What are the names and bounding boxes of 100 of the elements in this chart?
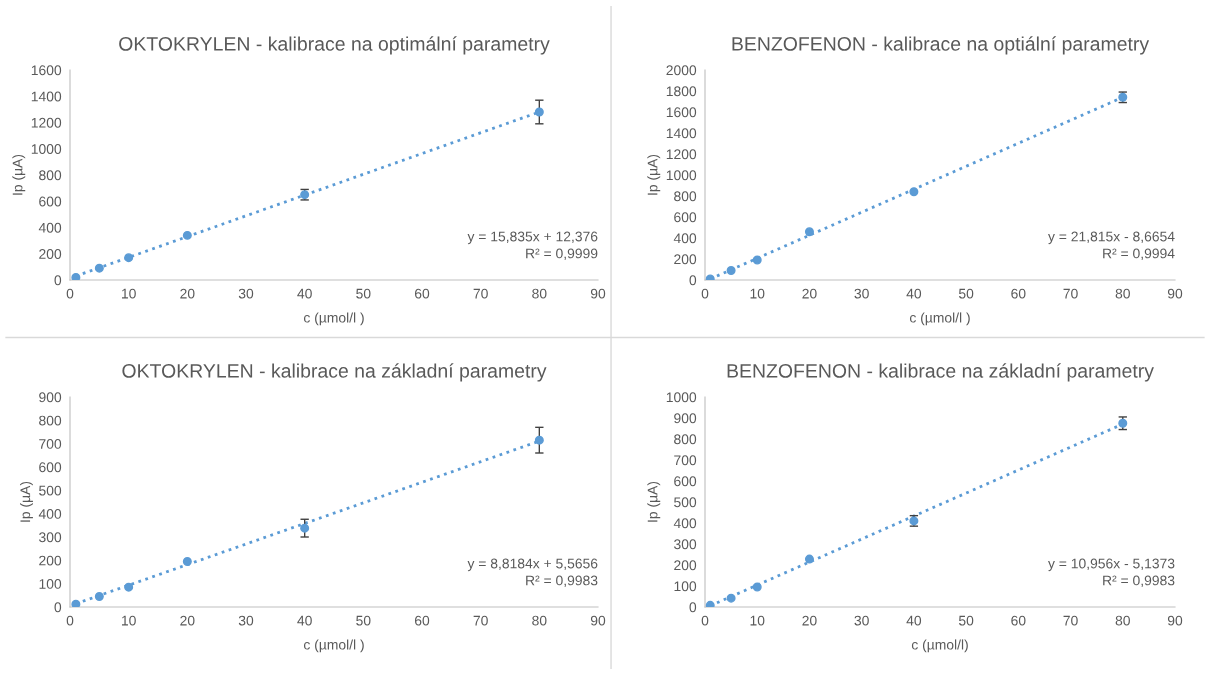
y-tick-label: 1600 [666,107,697,118]
x-tick-label: 70 [473,615,488,626]
x-tick-label: 90 [1167,288,1183,299]
annotation: R² = 0,9983 [526,575,598,587]
y-tick-label: 200 [39,555,62,566]
y-tick-label: 2000 [666,65,697,76]
y-tick-label: 600 [674,476,697,487]
point [182,557,192,566]
x-tick-label: 60 [1011,615,1026,626]
x-tick-label: 70 [1063,615,1078,626]
y-axis-title: Ip (µA) [647,154,661,195]
x-tick-label: 30 [854,288,869,299]
y-tick-label: 200 [674,560,697,571]
point [909,187,919,197]
x-tick-label: 20 [180,288,195,299]
y-tick-label: 1600 [31,65,62,76]
y-tick-label: 200 [674,254,697,265]
y-tick-label: 700 [39,439,62,449]
point [726,266,736,276]
point [752,255,762,265]
x-tick-label: 10 [750,615,765,626]
y-tick-label: 600 [39,462,62,473]
x-tick-label: 30 [238,288,254,299]
point [71,599,81,607]
x-tick-label: 80 [532,615,547,626]
y-tick-label: 1000 [666,392,697,403]
point [804,554,814,564]
x-tick-label: 10 [122,288,136,299]
y-tick-label: 1400 [666,128,697,139]
x-tick-label: 60 [414,288,430,299]
y-tick-label: 900 [674,413,697,424]
y-tick-label: 1200 [31,117,62,128]
x-tick-label: 90 [590,615,606,626]
chart-title: BENZOFENON - kalibrace na optiální parametry [732,36,1150,55]
point [94,263,104,273]
x-tick-label: 40 [906,615,922,626]
point [705,600,715,607]
x-tick-label: 0 [66,288,74,299]
y-tick-label: 1400 [31,91,62,102]
x-tick-label: 10 [750,288,765,299]
y-tick-label: 100 [674,581,697,592]
y-tick-label: 0 [689,602,697,613]
point [534,107,544,117]
x-tick-label: 0 [66,615,74,626]
y-tick-label: 0 [54,602,62,613]
y-tick-label: 600 [39,196,62,207]
x-tick-label: 50 [356,615,371,626]
point [182,230,192,240]
x-tick-label: 60 [1011,288,1026,299]
x-tick-label: 0 [701,615,709,626]
x-tick-label: 10 [122,615,136,626]
x-tick-label: 90 [1167,615,1183,626]
point [534,435,544,445]
y-tick-label: 500 [39,485,62,496]
x-axis-title: c (µmol/l) [911,639,968,653]
annotation: y = 21,815x - 8,6654 [1048,231,1175,245]
annotation: R² = 0,9994 [1103,248,1175,260]
annotation: R² = 0,9983 [1103,575,1175,587]
y-tick-label: 400 [673,518,697,529]
y-axis-title: Ip (µA) [19,481,33,522]
y-tick-label: 600 [674,212,697,223]
annotation: R² = 0,9999 [526,248,598,260]
y-tick-label: 800 [39,415,62,426]
point [71,272,81,280]
x-tick-label: 50 [958,288,974,299]
chart-title: BENZOFENON - kalibrace na základní parametry [727,363,1154,382]
y-tick-label: 200 [39,249,62,259]
y-tick-label: 900 [39,392,62,403]
x-tick-label: 0 [701,288,709,299]
y-tick-label: 0 [54,275,62,286]
y-tick-label: 1800 [666,86,697,97]
y-tick-label: 1000 [31,144,62,154]
y-tick-label: 1200 [666,149,697,160]
y-tick-label: 800 [674,191,697,202]
y-tick-label: 400 [673,233,697,244]
x-tick-label: 50 [356,288,371,299]
y-tick-label: 400 [38,222,62,233]
x-tick-label: 80 [532,288,547,299]
y-axis-title: Ip (µA) [12,154,26,195]
annotation: y = 10,956x - 5,1373 [1048,558,1175,572]
point [124,582,134,592]
point [124,253,134,263]
chart-title: OKTOKRYLEN - kalibrace na optimální parametry [119,36,550,55]
x-tick-label: 30 [854,615,869,626]
x-tick-label: 40 [297,288,312,299]
x-tick-label: 20 [180,615,195,626]
x-tick-label: 80 [1115,615,1130,626]
x-tick-label: 40 [906,288,922,299]
point [752,582,762,592]
chart-title: OKTOKRYLEN - kalibrace na základní parametry [122,363,547,382]
x-tick-label: 40 [297,615,312,626]
x-tick-label: 20 [802,615,817,626]
y-tick-label: 100 [39,579,62,589]
point [804,227,814,237]
x-tick-label: 70 [473,288,488,299]
y-tick-label: 500 [674,497,697,508]
y-tick-label: 300 [674,539,697,550]
x-tick-label: 50 [958,615,974,626]
x-tick-label: 20 [802,288,817,299]
y-tick-label: 800 [674,434,697,445]
